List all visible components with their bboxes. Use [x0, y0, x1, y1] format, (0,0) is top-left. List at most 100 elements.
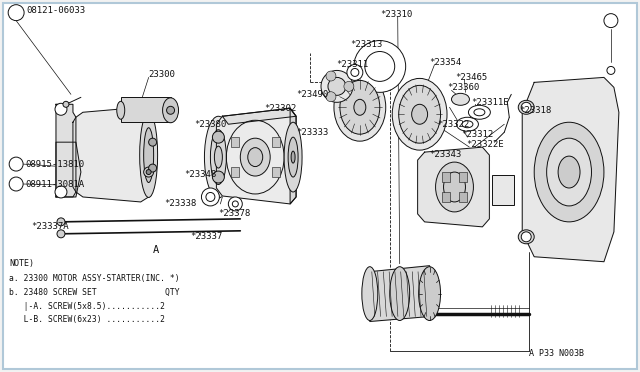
Ellipse shape [390, 267, 410, 321]
Text: *23313: *23313 [350, 40, 382, 49]
Bar [121, 97, 171, 122]
Text: *23490: *23490 [296, 90, 328, 99]
Ellipse shape [321, 70, 353, 102]
Ellipse shape [436, 162, 474, 212]
Circle shape [148, 138, 157, 146]
Text: *23322E: *23322E [467, 140, 504, 149]
Polygon shape [216, 108, 296, 204]
Text: M: M [13, 161, 17, 167]
Ellipse shape [474, 109, 485, 116]
Circle shape [604, 14, 618, 28]
Circle shape [212, 171, 225, 183]
Ellipse shape [547, 138, 591, 206]
Text: A P33 N003B: A P33 N003B [529, 349, 584, 358]
Text: *23360: *23360 [447, 83, 480, 92]
Text: 23300: 23300 [148, 70, 175, 79]
Ellipse shape [340, 80, 380, 134]
Text: *23348: *23348 [184, 170, 217, 179]
Ellipse shape [558, 156, 580, 188]
Text: B: B [607, 16, 612, 25]
Ellipse shape [328, 77, 346, 95]
Circle shape [607, 67, 615, 74]
Text: 08911-3081A: 08911-3081A [25, 180, 84, 189]
Ellipse shape [288, 137, 298, 177]
Circle shape [9, 157, 23, 171]
Circle shape [148, 164, 157, 172]
Ellipse shape [518, 100, 534, 114]
Circle shape [9, 177, 23, 191]
Ellipse shape [163, 98, 179, 123]
Bar [442, 192, 450, 202]
Text: L-B. SCREW(6x23) ...........2: L-B. SCREW(6x23) ...........2 [9, 315, 165, 324]
Polygon shape [56, 104, 76, 197]
Circle shape [326, 92, 336, 102]
Circle shape [326, 71, 336, 81]
Ellipse shape [534, 122, 604, 222]
Text: *23337: *23337 [191, 232, 223, 241]
Bar [230, 137, 239, 147]
Ellipse shape [354, 99, 366, 115]
Bar [272, 167, 280, 177]
Text: A: A [152, 245, 159, 255]
Ellipse shape [354, 41, 406, 92]
Circle shape [344, 81, 354, 92]
Ellipse shape [362, 267, 378, 321]
Text: NOTE): NOTE) [9, 259, 34, 268]
Ellipse shape [140, 113, 157, 198]
Ellipse shape [334, 73, 386, 141]
Ellipse shape [399, 86, 440, 143]
Ellipse shape [365, 51, 395, 81]
Text: *23333: *23333 [296, 128, 328, 137]
Ellipse shape [284, 122, 302, 192]
Polygon shape [73, 107, 148, 202]
Polygon shape [522, 77, 619, 262]
Ellipse shape [206, 192, 215, 202]
Ellipse shape [211, 130, 227, 185]
Polygon shape [418, 147, 490, 227]
Text: *23338: *23338 [164, 199, 197, 208]
Text: *23302: *23302 [264, 104, 296, 113]
Ellipse shape [462, 121, 473, 128]
Ellipse shape [214, 146, 222, 168]
Polygon shape [370, 266, 429, 321]
Text: N: N [13, 181, 17, 187]
Ellipse shape [291, 151, 295, 163]
Ellipse shape [143, 128, 154, 183]
Ellipse shape [456, 117, 479, 131]
Ellipse shape [248, 148, 262, 167]
Ellipse shape [116, 101, 125, 119]
Text: *23337A: *23337A [31, 222, 68, 231]
Ellipse shape [468, 105, 490, 119]
Circle shape [8, 5, 24, 20]
Text: *23378: *23378 [218, 209, 251, 218]
Text: a. 23300 MOTOR ASSY-STARTER(INC. *): a. 23300 MOTOR ASSY-STARTER(INC. *) [9, 274, 180, 283]
Ellipse shape [419, 267, 440, 321]
Ellipse shape [451, 93, 469, 105]
Ellipse shape [240, 138, 270, 176]
Text: |-A. SCREW(5x8.5)...........2: |-A. SCREW(5x8.5)...........2 [9, 302, 165, 311]
Text: *23311E: *23311E [472, 98, 509, 107]
Circle shape [63, 101, 69, 107]
Text: *23311: *23311 [336, 60, 368, 69]
Polygon shape [56, 142, 81, 197]
Ellipse shape [444, 172, 465, 202]
Text: 08915-13810: 08915-13810 [25, 160, 84, 169]
Circle shape [55, 186, 67, 198]
Ellipse shape [412, 104, 428, 124]
Ellipse shape [202, 188, 220, 206]
Ellipse shape [204, 116, 232, 198]
Ellipse shape [232, 201, 238, 207]
Ellipse shape [228, 197, 243, 211]
Bar [459, 172, 467, 182]
Text: *23354: *23354 [429, 58, 462, 67]
Circle shape [521, 232, 531, 242]
Polygon shape [222, 108, 296, 124]
Circle shape [57, 218, 65, 226]
Text: *23343: *23343 [429, 150, 462, 158]
Text: *23465: *23465 [456, 73, 488, 82]
Polygon shape [290, 108, 296, 204]
Bar [230, 167, 239, 177]
Circle shape [166, 106, 175, 114]
Text: B: B [13, 8, 18, 17]
Ellipse shape [392, 78, 447, 150]
